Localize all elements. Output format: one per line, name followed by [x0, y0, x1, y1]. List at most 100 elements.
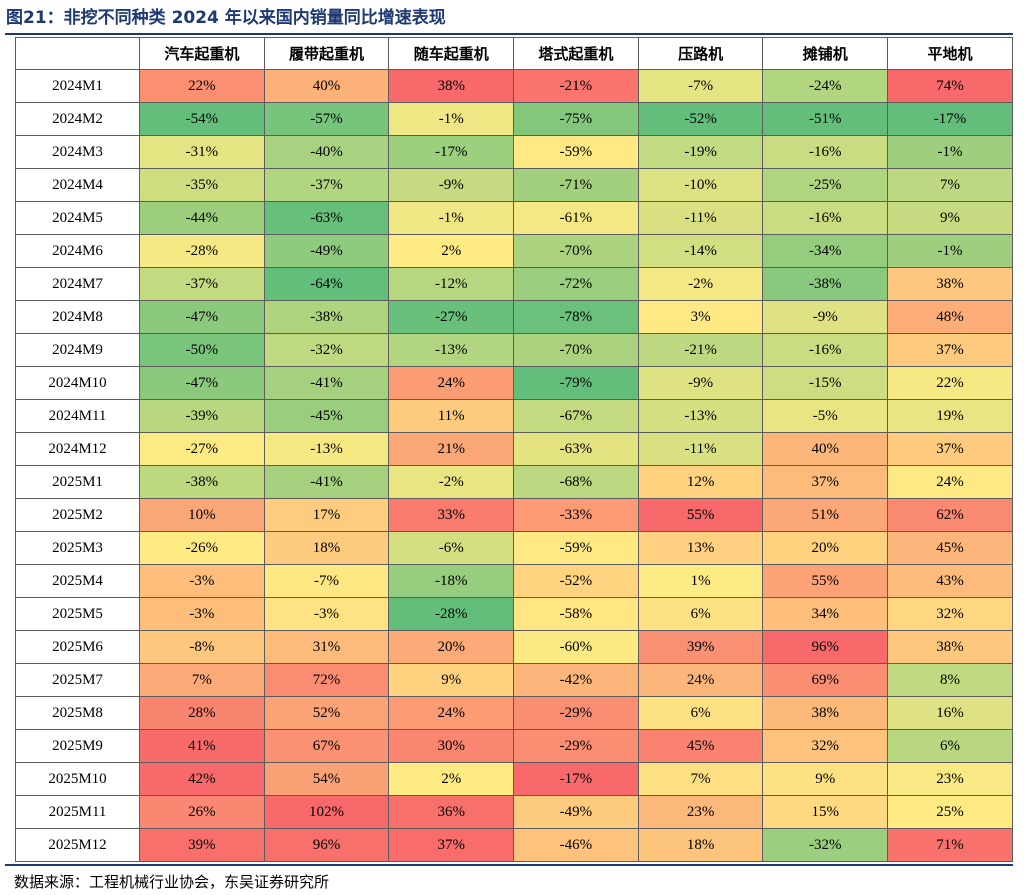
value-cell: 32%	[762, 729, 889, 763]
value-cell: -59%	[513, 531, 639, 565]
value-cell: -19%	[637, 135, 764, 169]
value-cell: 48%	[887, 300, 1013, 334]
value-cell: 45%	[637, 729, 764, 763]
value-cell: -37%	[263, 168, 390, 202]
value-cell: -61%	[513, 201, 639, 235]
value-cell: 8%	[887, 663, 1013, 697]
value-cell: -54%	[139, 102, 265, 136]
value-cell: -17%	[887, 102, 1013, 136]
value-cell: -1%	[388, 102, 515, 136]
value-cell: -1%	[887, 234, 1013, 268]
value-cell: -14%	[637, 234, 764, 268]
value-cell: 74%	[887, 69, 1013, 103]
value-cell: 38%	[887, 267, 1013, 301]
value-cell: 54%	[263, 762, 390, 796]
value-cell: 62%	[887, 498, 1013, 532]
value-cell: 9%	[388, 663, 515, 697]
value-cell: -70%	[513, 234, 639, 268]
value-cell: 24%	[388, 696, 515, 730]
value-cell: 32%	[887, 597, 1013, 631]
row-label: 2025M6	[15, 630, 140, 664]
value-cell: -64%	[263, 267, 390, 301]
value-cell: 2%	[388, 762, 515, 796]
table-row: 2024M10 -47% -41% 24% -79% -9% -15% 22%	[15, 366, 1013, 400]
value-cell: -32%	[263, 333, 390, 367]
value-cell: 36%	[388, 795, 515, 829]
bottom-rule	[5, 864, 1013, 866]
value-cell: 45%	[887, 531, 1013, 565]
table-row: 2025M3 -26% 18% -6% -59% 13% 20% 45%	[15, 531, 1013, 565]
table-row: 2024M5 -44% -63% -1% -61% -11% -16% 9%	[15, 201, 1013, 235]
table-row: 2025M1 -38% -41% -2% -68% 12% 37% 24%	[15, 465, 1013, 499]
value-cell: -11%	[637, 201, 764, 235]
value-cell: -38%	[263, 300, 390, 334]
table-row: 2025M7 7% 72% 9% -42% 24% 69% 8%	[15, 663, 1013, 697]
value-cell: -50%	[139, 333, 265, 367]
value-cell: 37%	[887, 432, 1013, 466]
value-cell: -17%	[513, 762, 639, 796]
value-cell: 37%	[762, 465, 889, 499]
value-cell: 12%	[637, 465, 764, 499]
value-cell: 43%	[887, 564, 1013, 598]
column-header: 压路机	[637, 37, 764, 70]
column-header: 随车起重机	[388, 37, 515, 70]
value-cell: -3%	[139, 564, 265, 598]
value-cell: -41%	[263, 366, 390, 400]
value-cell: -38%	[762, 267, 889, 301]
value-cell: 24%	[637, 663, 764, 697]
value-cell: 2%	[388, 234, 515, 268]
value-cell: -29%	[513, 696, 639, 730]
value-cell: -47%	[139, 366, 265, 400]
value-cell: -3%	[139, 597, 265, 631]
value-cell: 6%	[887, 729, 1013, 763]
value-cell: -68%	[513, 465, 639, 499]
table-row: 2025M11 26% 102% 36% -49% 23% 15% 25%	[15, 795, 1013, 829]
value-cell: 102%	[263, 795, 390, 829]
value-cell: -7%	[637, 69, 764, 103]
row-label: 2025M11	[15, 795, 140, 829]
value-cell: 22%	[887, 366, 1013, 400]
value-cell: 42%	[139, 762, 265, 796]
value-cell: 25%	[887, 795, 1013, 829]
table-row: 2024M9 -50% -32% -13% -70% -21% -16% 37%	[15, 333, 1013, 367]
value-cell: 9%	[762, 762, 889, 796]
table-row: 2025M4 -3% -7% -18% -52% 1% 55% 43%	[15, 564, 1013, 598]
value-cell: -57%	[263, 102, 390, 136]
value-cell: 37%	[388, 828, 515, 862]
value-cell: 38%	[887, 630, 1013, 664]
value-cell: 96%	[263, 828, 390, 862]
value-cell: -10%	[637, 168, 764, 202]
value-cell: 6%	[637, 696, 764, 730]
value-cell: -33%	[513, 498, 639, 532]
value-cell: 55%	[762, 564, 889, 598]
value-cell: 52%	[263, 696, 390, 730]
value-cell: -32%	[762, 828, 889, 862]
value-cell: -59%	[513, 135, 639, 169]
row-label: 2024M7	[15, 267, 140, 301]
table-row: 2024M4 -35% -37% -9% -71% -10% -25% 7%	[15, 168, 1013, 202]
value-cell: 20%	[762, 531, 889, 565]
value-cell: -7%	[263, 564, 390, 598]
row-label: 2025M1	[15, 465, 140, 499]
value-cell: 71%	[887, 828, 1013, 862]
column-header: 塔式起重机	[513, 37, 639, 70]
table-row: 2025M6 -8% 31% 20% -60% 39% 96% 38%	[15, 630, 1013, 664]
value-cell: 55%	[637, 498, 764, 532]
figure-title: 图21：非挖不同种类 2024 年以来国内销量同比增速表现	[6, 8, 446, 28]
value-cell: 67%	[263, 729, 390, 763]
value-cell: -13%	[388, 333, 515, 367]
value-cell: -9%	[762, 300, 889, 334]
value-cell: 40%	[762, 432, 889, 466]
table-row: 2025M12 39% 96% 37% -46% 18% -32% 71%	[15, 828, 1013, 862]
row-label: 2025M8	[15, 696, 140, 730]
source-note: 数据来源：工程机械行业协会，东吴证券研究所	[14, 873, 330, 891]
value-cell: 38%	[762, 696, 889, 730]
value-cell: -3%	[263, 597, 390, 631]
value-cell: -28%	[139, 234, 265, 268]
value-cell: 9%	[887, 201, 1013, 235]
value-cell: -41%	[263, 465, 390, 499]
value-cell: -8%	[139, 630, 265, 664]
value-cell: -18%	[388, 564, 515, 598]
value-cell: 96%	[762, 630, 889, 664]
value-cell: 22%	[139, 69, 265, 103]
